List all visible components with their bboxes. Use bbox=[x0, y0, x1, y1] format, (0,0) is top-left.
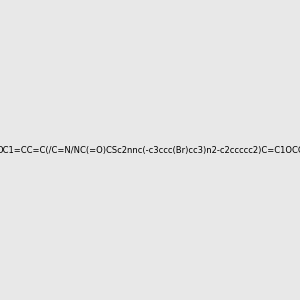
Text: OC1=CC=C(/C=N/NC(=O)CSc2nnc(-c3ccc(Br)cc3)n2-c2ccccc2)C=C1OCC: OC1=CC=C(/C=N/NC(=O)CSc2nnc(-c3ccc(Br)cc… bbox=[0, 146, 300, 154]
